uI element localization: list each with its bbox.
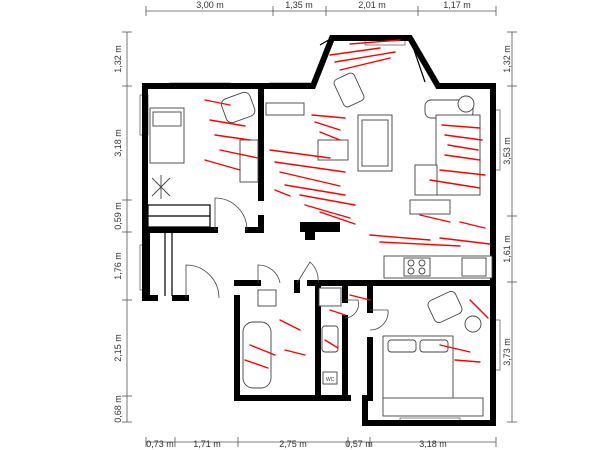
wc-label-box [322,371,338,385]
dim-right-2: 3,53 m [502,137,512,165]
dim-bottom-5: 3,18 m [419,439,447,449]
dim-left-1: 1,32 m [113,45,123,73]
desk [239,139,259,183]
dim-left-5: 2,15 m [113,334,123,362]
tv-stand [265,102,305,116]
dim-bottom-1: 0,73 m [146,439,174,449]
dim-left-3: 0,59 m [113,202,123,230]
side-board [409,199,451,215]
plant-icon [151,175,171,199]
red-markings [204,39,491,369]
dim-bottom-3: 2,75 m [279,439,307,449]
dim-right-1: 1,32 m [502,45,512,73]
walls [142,35,496,426]
toilet [321,325,339,353]
wc-label: WC [326,377,335,383]
doors [185,197,389,331]
dim-top-4: 1,17 m [443,0,471,10]
bedroom-armchair [427,290,463,324]
bathtub [242,321,272,389]
wc-basin [318,287,342,307]
dim-top-1: 3,00 m [196,0,224,10]
dim-left-2: 3,18 m [113,129,123,157]
dimension-lines [122,6,517,447]
dim-top-2: 1,35 m [285,0,313,10]
furniture: WC [149,72,493,417]
dining-chair [414,164,438,196]
dim-right-4: 3,73 m [502,338,512,366]
dim-left-6: 0,68 m [113,395,123,423]
sink [461,257,487,277]
coffee-table [317,139,349,161]
dim-bottom-2: 1,71 m [193,439,221,449]
living-armchair [333,72,365,108]
side-table [464,315,482,333]
dim-bottom-4: 0,57 m [345,439,373,449]
stove [403,257,431,277]
dim-left-4: 1,76 m [113,252,123,280]
washbasin [257,289,277,307]
bed-bench [382,397,484,417]
dim-right-3: 1,61 m [502,235,512,263]
dim-top-3: 2,01 m [358,0,386,10]
armchair [221,91,256,124]
round-table [457,95,475,113]
